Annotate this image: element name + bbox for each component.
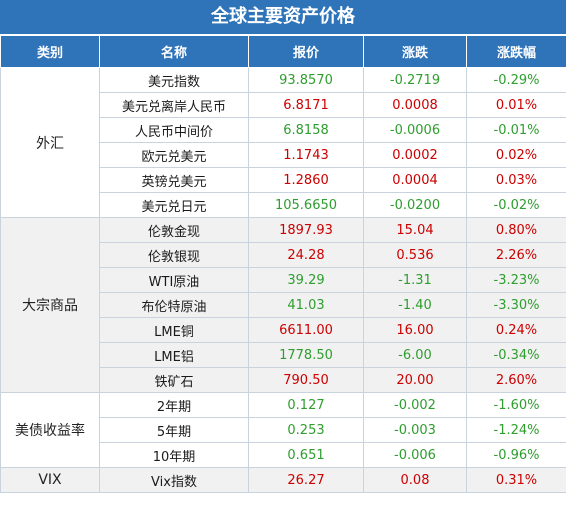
change-percent-cell: -0.02%: [466, 192, 566, 218]
price-cell: 39.29: [248, 267, 364, 293]
change-percent-cell: -3.30%: [466, 292, 566, 318]
table-row: VIX Vix指数 26.27 0.08 0.31%: [0, 467, 566, 493]
table-row: 布伦特原油 41.03 -1.40 -3.30%: [1, 292, 566, 318]
table-row: LME铜 6611.00 16.00 0.24%: [1, 317, 566, 343]
price-cell: 1.1743: [248, 142, 364, 168]
change-cell: 15.04: [363, 217, 467, 243]
asset-name-cell: 美元兑日元: [99, 192, 249, 218]
price-cell: 6.8171: [248, 92, 364, 118]
price-cell: 1897.93: [248, 217, 364, 243]
category-cell: 外汇: [0, 67, 100, 218]
table-row: 大宗商品 伦敦金现 1897.93 15.04 0.80%: [0, 217, 566, 393]
table-row: 外汇 美元指数 93.8570 -0.2719 -0.29%: [0, 67, 566, 218]
price-cell: 93.8570: [248, 67, 364, 93]
change-percent-cell: -0.01%: [466, 117, 566, 143]
asset-name-cell: 美元兑离岸人民币: [99, 92, 249, 118]
change-cell: -0.0200: [363, 192, 467, 218]
price-cell: 24.28: [248, 242, 364, 268]
asset-name-cell: 美元指数: [99, 67, 249, 93]
change-percent-cell: 0.24%: [466, 317, 566, 343]
price-cell: 0.253: [248, 417, 364, 443]
change-cell: -0.002: [363, 392, 467, 418]
price-cell: 0.127: [248, 392, 364, 418]
change-percent-cell: 0.02%: [466, 142, 566, 168]
asset-name-cell: LME铜: [99, 317, 249, 343]
price-cell: 1.2860: [248, 167, 364, 193]
price-cell: 6611.00: [248, 317, 364, 343]
asset-name-cell: 铁矿石: [99, 367, 249, 393]
asset-name-cell: Vix指数: [99, 467, 249, 493]
change-percent-cell: -1.24%: [466, 417, 566, 443]
change-cell: -0.006: [363, 442, 467, 468]
asset-name-cell: 5年期: [99, 417, 249, 443]
asset-price-table: 类别 名称 报价 涨跌 涨跌幅 外汇 美元指数 93.8570 -0.2719 -0.2…: [0, 35, 566, 493]
change-cell: -1.40: [363, 292, 467, 318]
change-percent-cell: 2.60%: [466, 367, 566, 393]
price-cell: 105.6650: [248, 192, 364, 218]
header-change-percent: 涨跌幅: [466, 35, 566, 68]
change-cell: 0.0002: [363, 142, 467, 168]
header-name: 名称: [99, 35, 249, 68]
change-percent-cell: -3.23%: [466, 267, 566, 293]
change-cell: 0.536: [363, 242, 467, 268]
asset-name-cell: 英镑兑美元: [99, 167, 249, 193]
change-cell: -0.2719: [363, 67, 467, 93]
change-percent-cell: -0.29%: [466, 67, 566, 93]
page-title: 全球主要资产价格: [0, 0, 566, 35]
asset-name-cell: 伦敦银现: [99, 242, 249, 268]
asset-name-cell: 欧元兑美元: [99, 142, 249, 168]
price-cell: 6.8158: [248, 117, 364, 143]
change-percent-cell: 0.31%: [466, 467, 566, 493]
table-row: 伦敦银现 24.28 0.536 2.26%: [1, 242, 566, 268]
asset-name-cell: 伦敦金现: [99, 217, 249, 243]
change-cell: 16.00: [363, 317, 467, 343]
category-cell: 美债收益率: [0, 392, 100, 468]
change-percent-cell: 0.03%: [466, 167, 566, 193]
price-cell: 41.03: [248, 292, 364, 318]
change-cell: 0.08: [363, 467, 467, 493]
change-cell: 20.00: [363, 367, 467, 393]
asset-name-cell: 人民币中间价: [99, 117, 249, 143]
price-cell: 26.27: [248, 467, 364, 493]
table-row: 英镑兑美元 1.2860 0.0004 0.03%: [1, 167, 566, 193]
asset-name-cell: 10年期: [99, 442, 249, 468]
asset-name-cell: 布伦特原油: [99, 292, 249, 318]
change-percent-cell: 0.80%: [466, 217, 566, 243]
change-percent-cell: -1.60%: [466, 392, 566, 418]
header-price: 报价: [248, 35, 364, 68]
change-cell: -0.003: [363, 417, 467, 443]
table-row: LME铝 1778.50 -6.00 -0.34%: [1, 342, 566, 368]
table-row: 人民币中间价 6.8158 -0.0006 -0.01%: [1, 117, 566, 143]
table-header-row: 类别 名称 报价 涨跌 涨跌幅: [0, 35, 566, 68]
table-row: WTI原油 39.29 -1.31 -3.23%: [1, 267, 566, 293]
asset-name-cell: WTI原油: [99, 267, 249, 293]
table-row: 欧元兑美元 1.1743 0.0002 0.02%: [1, 142, 566, 168]
change-cell: -6.00: [363, 342, 467, 368]
asset-name-cell: LME铝: [99, 342, 249, 368]
table-row: 美元兑离岸人民币 6.8171 0.0008 0.01%: [1, 92, 566, 118]
change-percent-cell: 0.01%: [466, 92, 566, 118]
table-row: 10年期 0.651 -0.006 -0.96%: [1, 442, 566, 468]
change-cell: 0.0008: [363, 92, 467, 118]
category-cell: 大宗商品: [0, 217, 100, 393]
table-body: 外汇 美元指数 93.8570 -0.2719 -0.29% 美元兑离岸人民币 6.8171…: [0, 67, 566, 493]
table-row: 美债收益率 2年期 0.127 -0.002 -1.60%: [0, 392, 566, 468]
price-cell: 790.50: [248, 367, 364, 393]
change-cell: -0.0006: [363, 117, 467, 143]
change-percent-cell: 2.26%: [466, 242, 566, 268]
change-cell: 0.0004: [363, 167, 467, 193]
category-cell: VIX: [0, 467, 100, 493]
table-row: 5年期 0.253 -0.003 -1.24%: [1, 417, 566, 443]
header-change: 涨跌: [363, 35, 467, 68]
change-percent-cell: -0.34%: [466, 342, 566, 368]
change-cell: -1.31: [363, 267, 467, 293]
price-cell: 1778.50: [248, 342, 364, 368]
price-cell: 0.651: [248, 442, 364, 468]
asset-name-cell: 2年期: [99, 392, 249, 418]
change-percent-cell: -0.96%: [466, 442, 566, 468]
header-category: 类别: [0, 35, 100, 68]
